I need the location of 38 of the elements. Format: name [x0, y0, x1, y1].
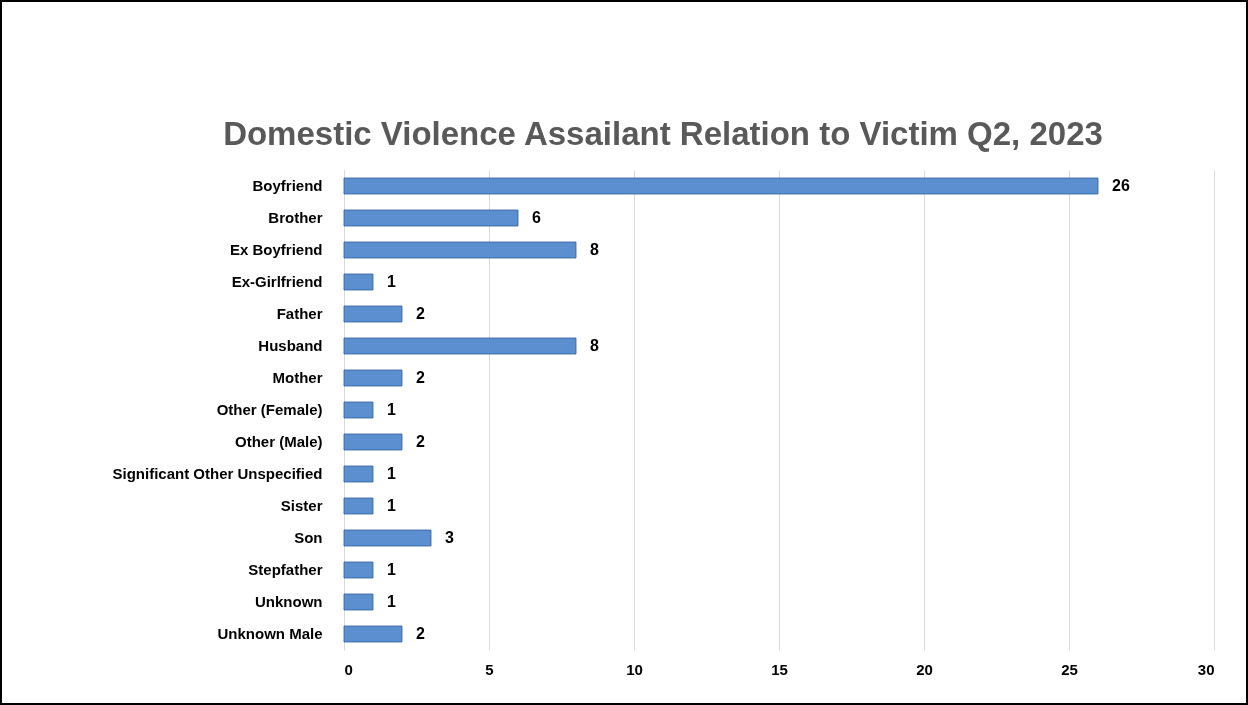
data-label: 2	[416, 433, 425, 450]
data-label: 3	[445, 529, 454, 546]
x-tick-label: 0	[344, 660, 353, 678]
y-tick-label: Brother	[268, 209, 323, 226]
y-tick-label: Sister	[280, 497, 323, 514]
y-tick-label: Stepfather	[248, 561, 323, 578]
y-tick-label: Unknown Male	[217, 625, 323, 642]
y-tick-label: Husband	[258, 337, 323, 354]
x-tick-label: 15	[771, 660, 788, 678]
x-tick-label: 25	[1061, 660, 1078, 678]
data-label: 2	[416, 305, 425, 322]
data-label: 26	[1112, 177, 1130, 194]
data-label: 8	[590, 241, 599, 258]
data-label: 6	[532, 209, 541, 226]
x-tick-label: 5	[485, 660, 494, 678]
x-tick-label: 10	[626, 660, 643, 678]
data-label: 1	[387, 593, 396, 610]
data-label: 1	[387, 465, 396, 482]
x-tick-label: 30	[1197, 660, 1215, 678]
data-label: 2	[416, 369, 425, 386]
y-tick-label: Other (Male)	[234, 433, 323, 450]
data-label: 2	[416, 625, 425, 642]
y-tick-label: Ex-Girlfriend	[231, 273, 323, 290]
data-label: 1	[387, 273, 396, 290]
y-tick-label: Father	[276, 305, 323, 322]
x-tick-label: 20	[916, 660, 933, 678]
y-tick-label: Unknown	[255, 593, 323, 610]
data-label: 1	[387, 497, 396, 514]
data-label: 8	[590, 337, 599, 354]
y-tick-label: Significant Other Unspecified	[112, 465, 323, 482]
data-label: 1	[387, 561, 396, 578]
data-label: 1	[387, 401, 396, 418]
y-tick-label: Son	[294, 529, 323, 546]
y-tick-label: Boyfriend	[252, 177, 323, 194]
y-tick-label: Other (Female)	[216, 401, 323, 418]
y-tick-label: Mother	[272, 369, 323, 386]
chart-title: Domestic Violence Assailant Relation to Victim Q2, 2023	[223, 115, 1103, 152]
y-tick-label: Ex Boyfriend	[229, 241, 323, 258]
